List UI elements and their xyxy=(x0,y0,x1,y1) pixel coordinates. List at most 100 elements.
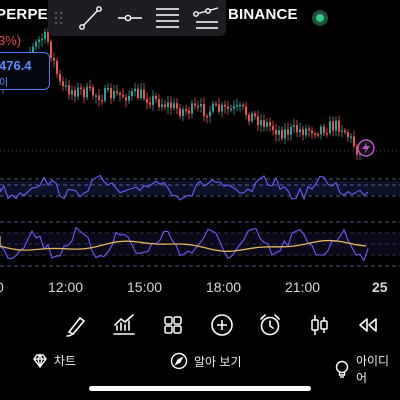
candle xyxy=(92,87,94,96)
indicator-band xyxy=(0,181,400,195)
candle xyxy=(173,103,175,109)
candle xyxy=(308,128,310,131)
candle xyxy=(314,133,316,135)
candle xyxy=(206,115,208,118)
candle xyxy=(56,60,58,74)
candle xyxy=(236,105,238,107)
candle xyxy=(98,95,100,101)
alarm-icon[interactable] xyxy=(253,310,287,340)
path-icon[interactable] xyxy=(193,7,219,29)
rewind-icon[interactable] xyxy=(351,310,385,340)
candle xyxy=(311,130,313,134)
candle xyxy=(350,136,352,139)
candle xyxy=(302,129,304,136)
candle xyxy=(113,91,115,99)
candle xyxy=(32,46,34,54)
candle xyxy=(191,103,193,114)
add-icon[interactable] xyxy=(205,310,239,340)
candle xyxy=(248,114,250,122)
time-label: 18:00 xyxy=(206,279,242,295)
candle xyxy=(212,103,214,112)
candle xyxy=(215,103,217,106)
nav-ideas-label: 아이디어 xyxy=(355,354,390,385)
candle xyxy=(50,41,52,59)
candle xyxy=(251,113,253,122)
candle xyxy=(128,95,130,101)
candle xyxy=(59,73,61,82)
candle xyxy=(338,120,340,132)
candle xyxy=(221,104,223,112)
compass-icon xyxy=(170,352,188,370)
candle xyxy=(335,120,337,131)
candle xyxy=(275,129,277,135)
candle xyxy=(164,104,166,108)
symbol-title: PERPE xyxy=(0,6,48,23)
candle xyxy=(182,109,184,116)
candle xyxy=(107,88,109,90)
candle xyxy=(347,132,349,138)
brush-icon[interactable] xyxy=(59,310,93,340)
time-label: 0 xyxy=(0,279,4,295)
candle xyxy=(344,130,346,133)
candle xyxy=(170,102,172,109)
candle xyxy=(122,94,124,97)
horizontal-ray-icon[interactable] xyxy=(118,14,142,22)
candle xyxy=(227,106,229,109)
candle xyxy=(35,42,37,47)
parallel-channel-icon[interactable] xyxy=(156,8,179,28)
time-label: 21:00 xyxy=(285,279,321,295)
candle xyxy=(326,133,328,135)
candle xyxy=(356,146,358,155)
nav-chart-label: 차트 xyxy=(54,354,77,368)
market-status-dot xyxy=(312,10,328,26)
candle xyxy=(287,129,289,135)
candle xyxy=(269,122,271,126)
candles-icon[interactable] xyxy=(302,310,336,340)
candle xyxy=(260,120,262,126)
layout-grid-icon[interactable] xyxy=(156,310,190,340)
nav-ideas[interactable]: 아이디어 xyxy=(334,352,400,386)
candle xyxy=(281,130,283,139)
candle xyxy=(230,108,232,111)
candle xyxy=(296,125,298,133)
candle xyxy=(305,128,307,136)
nav-chart[interactable]: 차트 xyxy=(32,352,76,369)
candle xyxy=(77,87,79,97)
candle xyxy=(209,111,211,117)
trend-line-icon[interactable] xyxy=(79,6,102,30)
candle xyxy=(263,120,265,127)
candle xyxy=(179,108,181,116)
candle xyxy=(299,129,301,133)
candle xyxy=(272,125,274,130)
candle xyxy=(218,104,220,112)
candle xyxy=(101,100,103,102)
candle xyxy=(188,110,190,114)
candle xyxy=(134,88,136,92)
candle xyxy=(80,87,82,90)
candle xyxy=(71,90,73,95)
nav-explore[interactable]: 알아 보기 xyxy=(170,352,242,370)
indicators-icon[interactable] xyxy=(107,310,141,340)
drag-handle-icon[interactable] xyxy=(54,11,63,25)
change-percent: 3%) xyxy=(0,33,22,48)
candle xyxy=(200,104,202,107)
price-chart[interactable] xyxy=(0,0,400,300)
candle xyxy=(89,86,91,89)
candle xyxy=(320,126,322,135)
nav-explore-label: 알아 보기 xyxy=(194,354,242,369)
candle xyxy=(284,129,286,139)
candle xyxy=(95,95,97,97)
candle xyxy=(44,31,46,39)
candle xyxy=(47,31,49,42)
candle xyxy=(68,85,70,95)
candle xyxy=(290,126,292,135)
candle xyxy=(242,104,244,107)
candle xyxy=(131,91,133,96)
candle xyxy=(158,99,160,108)
candle xyxy=(167,102,169,108)
home-indicator[interactable] xyxy=(89,386,311,391)
oscillator-band xyxy=(0,233,400,255)
candle xyxy=(62,81,64,87)
candle xyxy=(341,130,343,132)
chart-area[interactable] xyxy=(0,0,400,300)
